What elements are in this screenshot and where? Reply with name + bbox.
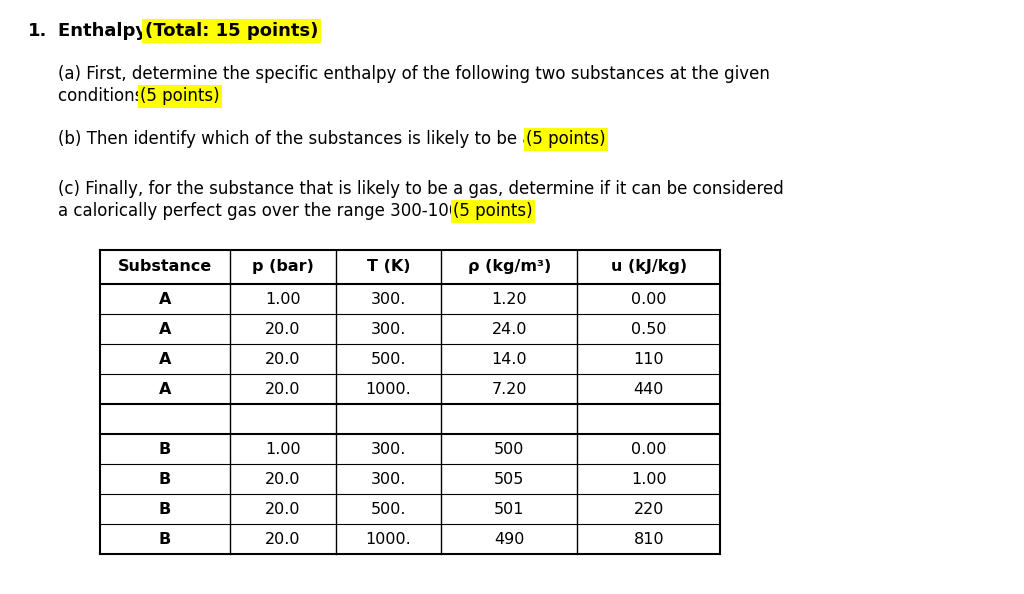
Text: 1.: 1. <box>28 22 47 40</box>
Text: 0.00: 0.00 <box>631 442 667 457</box>
Text: B: B <box>159 502 171 517</box>
Text: p (bar): p (bar) <box>252 259 313 274</box>
Text: 0.50: 0.50 <box>631 322 667 337</box>
Text: u (kJ/kg): u (kJ/kg) <box>610 259 687 274</box>
Text: 810: 810 <box>634 532 664 547</box>
Text: (b) Then identify which of the substances is likely to be a gas.: (b) Then identify which of the substance… <box>58 130 578 148</box>
Text: 7.20: 7.20 <box>492 382 527 397</box>
Text: (5 points): (5 points) <box>526 130 605 148</box>
Text: 110: 110 <box>634 352 664 367</box>
Text: 1.00: 1.00 <box>265 292 301 307</box>
Text: 1.20: 1.20 <box>492 292 527 307</box>
Text: (5 points): (5 points) <box>453 202 532 220</box>
Text: 500: 500 <box>494 442 524 457</box>
Text: 20.0: 20.0 <box>265 382 301 397</box>
Text: 1000.: 1000. <box>366 382 412 397</box>
Text: 20.0: 20.0 <box>265 502 301 517</box>
Text: B: B <box>159 442 171 457</box>
Text: 220: 220 <box>634 502 664 517</box>
Text: 14.0: 14.0 <box>492 352 527 367</box>
Text: Substance: Substance <box>118 259 212 274</box>
Text: 501: 501 <box>494 502 524 517</box>
Text: A: A <box>159 352 171 367</box>
Text: (Total: 15 points): (Total: 15 points) <box>145 22 318 40</box>
Text: Enthalpy: Enthalpy <box>58 22 154 40</box>
Text: 440: 440 <box>634 382 664 397</box>
Text: 1.00: 1.00 <box>631 472 667 487</box>
Text: (c) Finally, for the substance that is likely to be a gas, determine if it can b: (c) Finally, for the substance that is l… <box>58 180 783 198</box>
Text: 1000.: 1000. <box>366 532 412 547</box>
Text: A: A <box>159 322 171 337</box>
Text: (5 points): (5 points) <box>140 87 219 105</box>
Text: 300.: 300. <box>371 292 406 307</box>
Text: 300.: 300. <box>371 472 406 487</box>
Text: B: B <box>159 472 171 487</box>
Text: A: A <box>159 382 171 397</box>
Text: A: A <box>159 292 171 307</box>
Text: 500.: 500. <box>371 502 407 517</box>
Text: 500.: 500. <box>371 352 407 367</box>
Text: 20.0: 20.0 <box>265 352 301 367</box>
Text: (a) First, determine the specific enthalpy of the following two substances at th: (a) First, determine the specific enthal… <box>58 65 770 83</box>
Text: 300.: 300. <box>371 442 406 457</box>
Text: ρ (kg/m³): ρ (kg/m³) <box>468 259 551 274</box>
Text: 20.0: 20.0 <box>265 532 301 547</box>
Text: conditions.: conditions. <box>58 87 154 105</box>
Text: 0.00: 0.00 <box>631 292 667 307</box>
Text: 300.: 300. <box>371 322 406 337</box>
Text: 490: 490 <box>494 532 524 547</box>
Text: 20.0: 20.0 <box>265 322 301 337</box>
Text: T (K): T (K) <box>367 259 410 274</box>
Text: 20.0: 20.0 <box>265 472 301 487</box>
Text: 24.0: 24.0 <box>492 322 527 337</box>
Text: a calorically perfect gas over the range 300-1000 K.: a calorically perfect gas over the range… <box>58 202 497 220</box>
Text: 1.00: 1.00 <box>265 442 301 457</box>
Text: B: B <box>159 532 171 547</box>
Text: 505: 505 <box>494 472 524 487</box>
